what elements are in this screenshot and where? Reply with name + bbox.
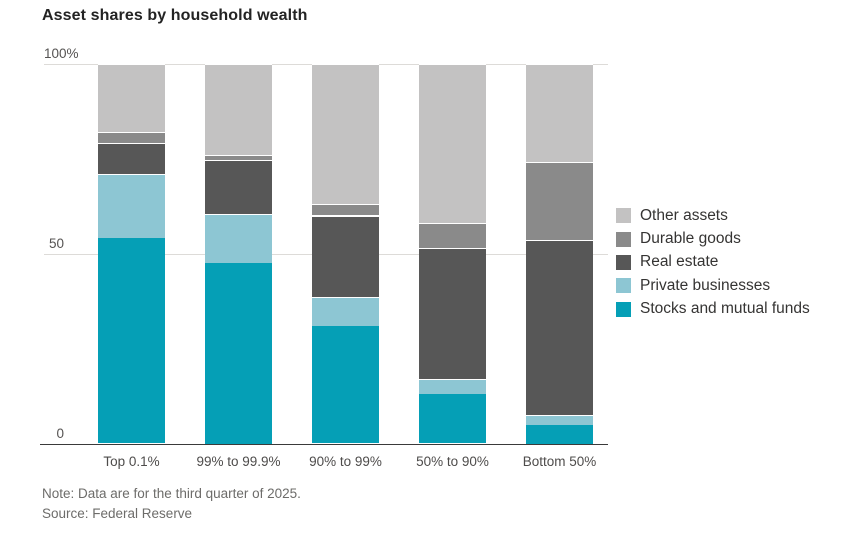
x-axis-label-bottom-50: Bottom 50% (522, 453, 597, 469)
bar-bottom-50-segment-private-businesses (526, 415, 593, 425)
x-axis-label-50-to-90: 50% to 90% (416, 453, 489, 469)
bar-50-to-90-segment-durable-goods (419, 223, 486, 248)
x-axis-line (40, 443, 608, 445)
bar-top-0-1-segment-stocks-and-mutual-funds (98, 238, 165, 444)
bar-90-to-99-segment-other-assets (312, 63, 379, 205)
bar-top-0-1-segment-other-assets (98, 63, 165, 132)
chart-note: Note: Data are for the third quarter of … (42, 486, 301, 501)
chart-legend: Other assets Durable goods Real estate Priv… (616, 204, 810, 321)
legend-item-other-assets: Other assets (616, 204, 810, 227)
bar-50-to-90-segment-private-businesses (419, 378, 486, 395)
y-tick-label-0: 0 (56, 425, 64, 441)
bar-50-to-90-segment-real-estate (419, 247, 486, 379)
chart-source: Source: Federal Reserve (42, 506, 193, 521)
bar-50-to-90-segment-other-assets (419, 63, 486, 224)
bar-bottom-50-segment-durable-goods (526, 162, 593, 241)
legend-swatch-stocks-and-mutual-funds (616, 301, 631, 317)
x-axis-label-99-to-99-9: 99% to 99.9% (196, 453, 281, 469)
legend-swatch-other-assets (616, 208, 631, 224)
bar-top-0-1-segment-private-businesses (98, 173, 165, 239)
bar-bottom-50-segment-stocks-and-mutual-funds (526, 424, 593, 444)
bar-99-to-99-9-segment-private-businesses (205, 213, 272, 263)
bar-50-to-90-segment-stocks-and-mutual-funds (419, 394, 486, 444)
bar-90-to-99-segment-real-estate (312, 215, 379, 298)
legend-swatch-private-businesses (616, 278, 631, 294)
x-axis-label-top-0-1: Top 0.1% (103, 453, 160, 469)
legend-item-stocks-and-mutual-funds: Stocks and mutual funds (616, 298, 810, 321)
chart-title: Asset shares by household wealth (42, 7, 308, 24)
legend-label-private-businesses: Private businesses (640, 276, 771, 294)
legend-swatch-real-estate (616, 254, 631, 270)
legend-label-durable-goods: Durable goods (640, 230, 741, 248)
bar-top-0-1-segment-durable-goods (98, 131, 165, 144)
bar-top-0-1-segment-real-estate (98, 143, 165, 174)
legend-label-real-estate: Real estate (640, 253, 719, 271)
legend-item-private-businesses: Private businesses (616, 274, 810, 297)
bar-90-to-99-segment-stocks-and-mutual-funds (312, 325, 379, 444)
legend-item-durable-goods: Durable goods (616, 227, 810, 250)
bar-99-to-99-9-segment-stocks-and-mutual-funds (205, 263, 272, 444)
bar-90-to-99-segment-private-businesses (312, 297, 379, 326)
legend-swatch-durable-goods (616, 231, 631, 247)
legend-label-other-assets: Other assets (640, 206, 728, 224)
y-tick-label-50: 50 (48, 235, 64, 251)
bar-bottom-50-segment-real-estate (526, 240, 593, 415)
legend-label-stocks-and-mutual-funds: Stocks and mutual funds (640, 300, 810, 318)
bar-99-to-99-9-segment-other-assets (205, 63, 272, 155)
bar-90-to-99-segment-durable-goods (312, 204, 379, 216)
y-tick-label-100: 100% (44, 45, 79, 61)
legend-item-real-estate: Real estate (616, 251, 810, 274)
x-axis-label-90-to-99: 90% to 99% (309, 453, 382, 469)
bar-99-to-99-9-segment-real-estate (205, 160, 272, 214)
bar-bottom-50-segment-other-assets (526, 63, 593, 163)
bar-99-to-99-9-segment-durable-goods (205, 154, 272, 161)
